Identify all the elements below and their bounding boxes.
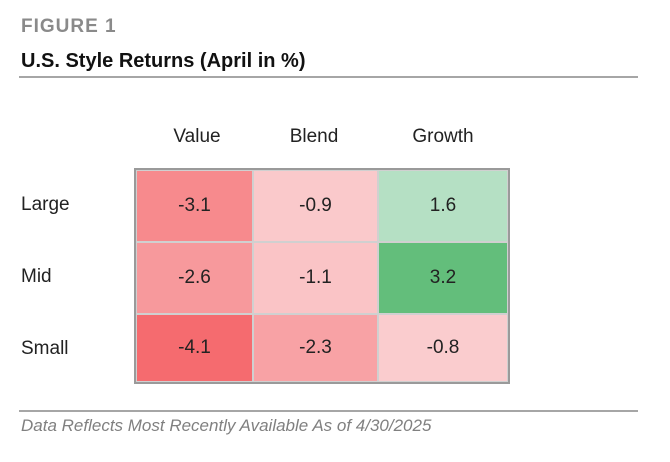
heatmap-cell-small-value: -4.1 — [136, 314, 253, 382]
column-label-growth: Growth — [412, 126, 474, 147]
chart-title: U.S. Style Returns (April in %) — [21, 50, 306, 72]
column-label-value: Value — [173, 126, 221, 147]
heatmap-cell-small-growth: -0.8 — [378, 314, 508, 382]
heatmap-cell-large-value: -3.1 — [136, 170, 253, 242]
row-label-mid: Mid — [21, 266, 52, 287]
heatmap-cell-large-blend: -0.9 — [253, 170, 378, 242]
heatmap-cell-mid-blend: -1.1 — [253, 242, 378, 314]
heatmap-grid: -3.1 -0.9 1.6 -2.6 -1.1 3.2 -4.1 -2.3 -0.8 — [134, 168, 510, 384]
heatmap-cell-mid-value: -2.6 — [136, 242, 253, 314]
row-label-large: Large — [21, 194, 70, 215]
footnote: Data Reflects Most Recently Available As… — [21, 416, 432, 435]
figure-label: FIGURE 1 — [21, 16, 117, 37]
bottom-divider — [19, 410, 638, 412]
row-label-small: Small — [21, 338, 69, 359]
column-label-blend: Blend — [289, 126, 339, 147]
heatmap-cell-large-growth: 1.6 — [378, 170, 508, 242]
top-divider — [19, 76, 638, 78]
heatmap-cell-mid-growth: 3.2 — [378, 242, 508, 314]
heatmap-cell-small-blend: -2.3 — [253, 314, 378, 382]
